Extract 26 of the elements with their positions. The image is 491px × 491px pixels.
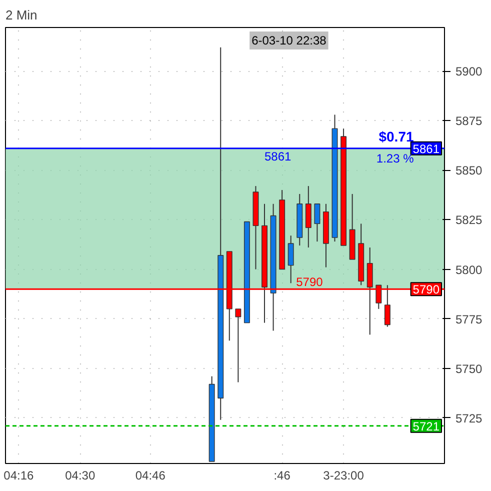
y-tick-label: 5825 [456, 213, 483, 228]
ref-line-label: 5861 [412, 142, 440, 156]
annotation: 5861 [264, 149, 292, 164]
annotation: 6-03-10 22:38 [252, 34, 327, 48]
candlestick [305, 186, 312, 248]
y-tick-label: 5875 [456, 114, 483, 128]
y-tick-label: 5750 [456, 362, 483, 376]
ref-line-label: 5790 [412, 282, 440, 297]
candlestick [235, 308, 242, 383]
chart-title: 2 Min [6, 8, 38, 22]
x-tick-label: 3-23:00 [323, 468, 364, 482]
candlestick [314, 203, 320, 242]
annotation: $0.71 [378, 128, 414, 144]
y-tick-label: 5775 [456, 312, 483, 326]
x-tick-label: :46 [274, 468, 291, 482]
annotation: 1.23 % [376, 151, 414, 166]
y-tick-label: 5900 [456, 64, 483, 79]
y-tick-label: 5725 [456, 411, 483, 426]
x-tick-label: 04:16 [4, 468, 34, 482]
annotation: 5790 [296, 275, 324, 290]
candlestick [288, 235, 294, 284]
ref-line-label: 5721 [412, 419, 440, 434]
x-tick-label: 04:30 [65, 468, 96, 482]
x-tick-label: 04:46 [135, 468, 166, 482]
y-tick-label: 5800 [456, 262, 483, 277]
y-tick-label: 5850 [456, 164, 483, 178]
